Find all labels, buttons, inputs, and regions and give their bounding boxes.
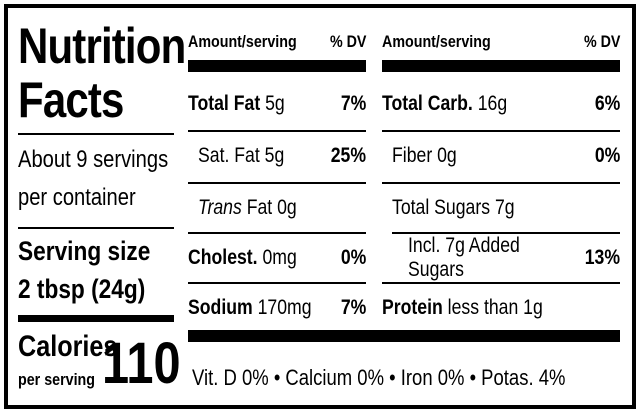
- text: Serving size: [18, 236, 151, 266]
- divider: [188, 130, 366, 132]
- text: % DV: [583, 32, 620, 51]
- text: 2 tbsp (24g): [18, 274, 146, 304]
- nutrient-name: Total Fat: [188, 92, 261, 115]
- nutrient-row: Protein less than 1g: [382, 288, 620, 328]
- header-amount: Amount/serving: [188, 32, 317, 52]
- text: Amount/serving: [382, 32, 491, 51]
- thick-divider: [188, 330, 620, 342]
- nutrient-amount: 170mg: [257, 296, 312, 319]
- nutrient-amount: Total Sugars 7g: [392, 196, 515, 219]
- servings-line: per container: [18, 184, 136, 211]
- nutrient-name: Cholest.: [188, 246, 258, 269]
- nutrient-amount: 5g: [265, 92, 285, 115]
- text: % DV: [329, 32, 366, 51]
- divider: [188, 182, 366, 184]
- nutrient-amount: Incl. 7g Added Sugars: [408, 234, 520, 281]
- calories-sub: per serving: [18, 370, 110, 390]
- divider: [382, 282, 620, 284]
- divider: [18, 133, 174, 135]
- nutrient-amount: less than 1g: [447, 296, 543, 319]
- nutrient-dv: 0%: [594, 144, 620, 167]
- text: 110: [102, 331, 181, 396]
- title-line: Facts: [18, 72, 124, 128]
- header-dv: % DV: [323, 32, 366, 52]
- nutrient-name: Trans: [198, 196, 242, 219]
- divider: [382, 182, 620, 184]
- calories-value: 110: [102, 330, 196, 397]
- servings: per container: [18, 184, 158, 212]
- divider: [392, 232, 620, 234]
- thick-divider: [382, 60, 620, 72]
- nutrient-row: Sodium 170mg 7%: [188, 288, 366, 328]
- nutrient-dv: 7%: [340, 296, 366, 319]
- title: Nutrition: [18, 20, 217, 72]
- nutrient-dv: 7%: [340, 92, 366, 115]
- divider: [382, 130, 620, 132]
- title-line: Nutrition: [18, 18, 186, 74]
- text: Vit. D 0% • Calcium 0% • Iron 0% • Potas…: [192, 365, 566, 390]
- nutrient-amount: 16g: [477, 92, 508, 115]
- serving-size-value: 2 tbsp (24g): [18, 274, 170, 304]
- nutrient-row: Total Sugars 7g: [392, 188, 620, 228]
- serving-size-label: Serving size: [18, 236, 176, 266]
- nutrient-amount: Sat. Fat 5g: [198, 144, 285, 167]
- nutrient-row: Cholest. 0mg 0%: [188, 238, 366, 278]
- servings-line: About 9 servings: [18, 146, 169, 173]
- nutrient-row: Sat. Fat 5g 25%: [198, 136, 366, 176]
- nutrient-row: Total Carb. 16g 6%: [382, 84, 620, 124]
- divider: [18, 227, 174, 229]
- nutrient-row: Incl. 7g Added Sugars 13%: [408, 234, 620, 281]
- nutrient-row: Fiber 0g 0%: [392, 136, 620, 176]
- header-dv: % DV: [577, 32, 620, 52]
- thick-divider: [188, 60, 366, 72]
- nutrient-amount: Fiber 0g: [392, 144, 457, 167]
- nutrient-dv: 13%: [584, 246, 620, 269]
- vitamins: Vit. D 0% • Calcium 0% • Iron 0% • Potas…: [192, 365, 637, 391]
- nutrient-name: Total Carb.: [382, 92, 473, 115]
- nutrient-name: Sodium: [188, 296, 253, 319]
- nutrition-label: Nutrition Facts About 9 servings per con…: [4, 4, 636, 409]
- nutrient-name: Protein: [382, 296, 443, 319]
- title: Facts: [18, 74, 144, 126]
- text: Amount/serving: [188, 32, 297, 51]
- nutrient-row: Total Fat 5g 7%: [188, 84, 366, 124]
- nutrient-amount: Fat 0g: [246, 196, 297, 219]
- nutrient-row: Trans Fat 0g: [198, 188, 366, 228]
- thick-divider: [18, 315, 174, 322]
- header-amount: Amount/serving: [382, 32, 511, 52]
- text: Calories: [18, 330, 118, 363]
- nutrient-dv: 0%: [340, 246, 366, 269]
- divider: [188, 282, 366, 284]
- nutrient-dv: 25%: [330, 144, 366, 167]
- divider: [188, 232, 366, 234]
- nutrient-dv: 6%: [594, 92, 620, 115]
- servings: About 9 servings: [18, 146, 197, 174]
- text: per serving: [18, 370, 95, 389]
- nutrient-amount: 0mg: [262, 246, 297, 269]
- calories-label: Calories: [18, 330, 136, 364]
